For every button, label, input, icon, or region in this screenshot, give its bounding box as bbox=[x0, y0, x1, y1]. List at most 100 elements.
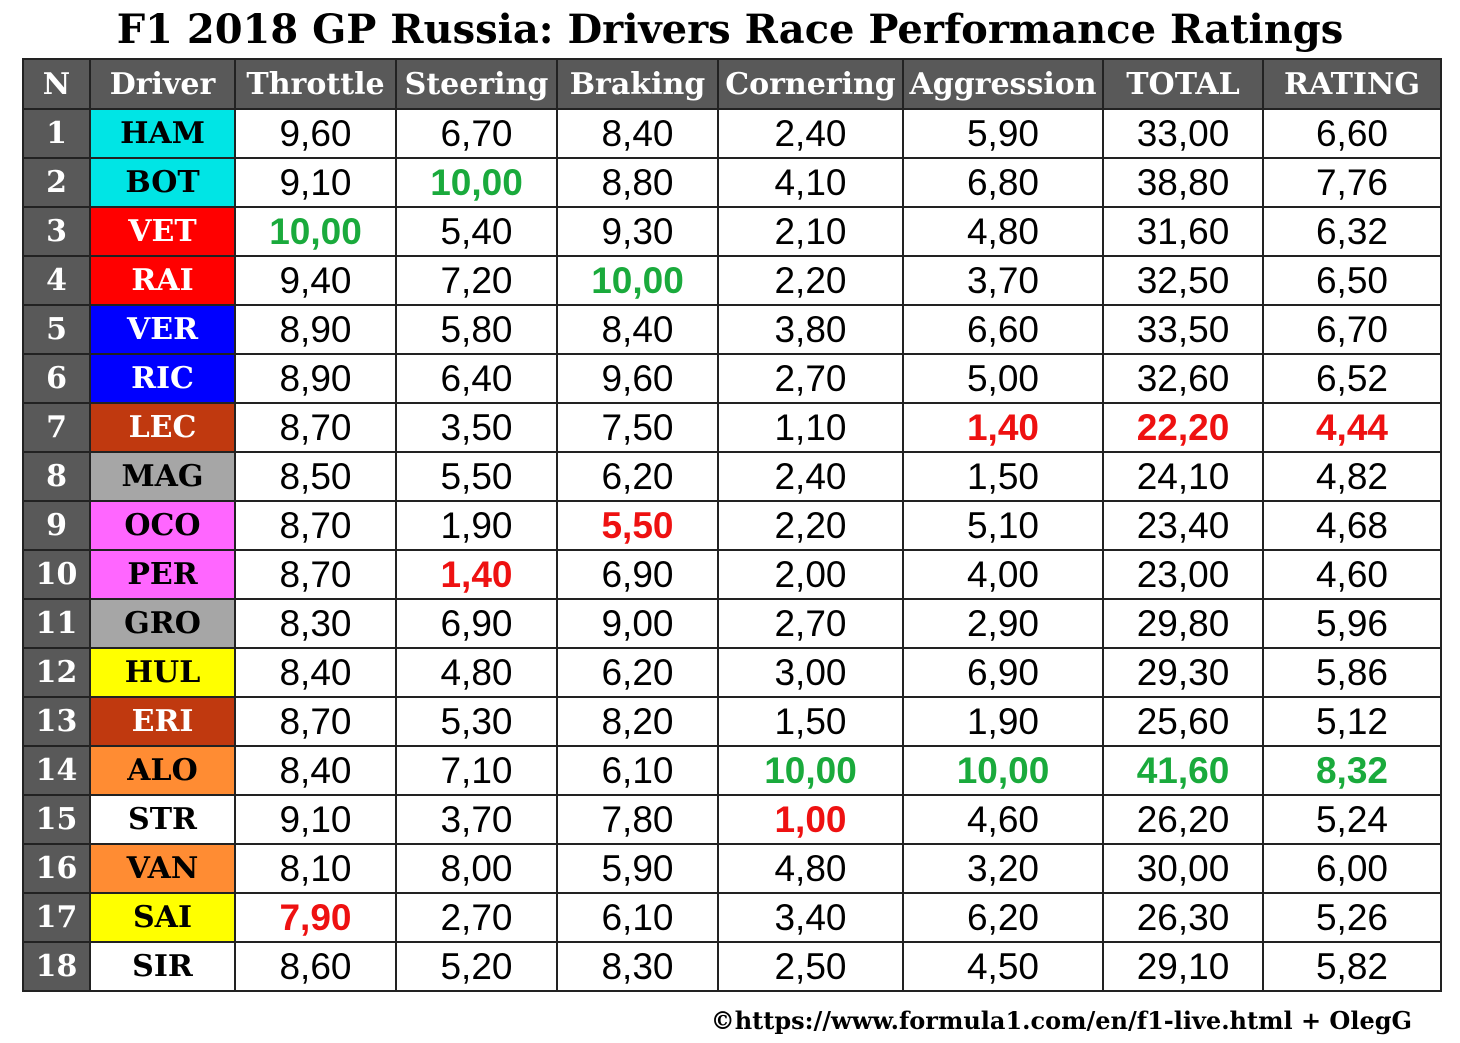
steering-cell: 5,80 bbox=[395, 304, 558, 355]
driver-cell: LEC bbox=[89, 402, 236, 453]
aggression-cell: 3,20 bbox=[902, 843, 1104, 894]
driver-cell: ALO bbox=[89, 745, 236, 796]
aggression-cell: 10,00 bbox=[902, 745, 1104, 796]
throttle-cell: 8,40 bbox=[234, 647, 397, 698]
steering-cell: 1,40 bbox=[395, 549, 558, 600]
table-row: 3 VET 10,00 5,40 9,30 2,10 4,80 31,60 6,32 bbox=[22, 206, 1442, 257]
table-row: 17 SAI 7,90 2,70 6,10 3,40 6,20 26,30 5,26 bbox=[22, 892, 1442, 943]
steering-cell: 3,70 bbox=[395, 794, 558, 845]
steering-cell: 6,70 bbox=[395, 108, 558, 159]
aggression-cell: 2,90 bbox=[902, 598, 1104, 649]
rating-cell: 6,50 bbox=[1262, 255, 1442, 306]
cornering-cell: 1,00 bbox=[717, 794, 904, 845]
driver-cell: STR bbox=[89, 794, 236, 845]
rating-cell: 6,00 bbox=[1262, 843, 1442, 894]
aggression-cell: 1,50 bbox=[902, 451, 1104, 502]
row-number: 2 bbox=[22, 157, 91, 208]
driver-cell: VET bbox=[89, 206, 236, 257]
col-header-steering: Steering bbox=[395, 58, 558, 110]
table-row: 11 GRO 8,30 6,90 9,00 2,70 2,90 29,80 5,96 bbox=[22, 598, 1442, 649]
cornering-cell: 2,20 bbox=[717, 500, 904, 551]
aggression-cell: 6,80 bbox=[902, 157, 1104, 208]
throttle-cell: 7,90 bbox=[234, 892, 397, 943]
row-number: 1 bbox=[22, 108, 91, 159]
col-header-total: TOTAL bbox=[1102, 58, 1264, 110]
rating-cell: 5,26 bbox=[1262, 892, 1442, 943]
cornering-cell: 3,80 bbox=[717, 304, 904, 355]
table-row: 16 VAN 8,10 8,00 5,90 4,80 3,20 30,00 6,00 bbox=[22, 843, 1442, 894]
driver-cell: VER bbox=[89, 304, 236, 355]
col-header-driver: Driver bbox=[89, 58, 236, 110]
braking-cell: 7,50 bbox=[556, 402, 719, 453]
aggression-cell: 4,80 bbox=[902, 206, 1104, 257]
rating-cell: 4,82 bbox=[1262, 451, 1442, 502]
steering-cell: 3,50 bbox=[395, 402, 558, 453]
throttle-cell: 8,70 bbox=[234, 402, 397, 453]
table-row: 13 ERI 8,70 5,30 8,20 1,50 1,90 25,60 5,12 bbox=[22, 696, 1442, 747]
steering-cell: 5,30 bbox=[395, 696, 558, 747]
rating-cell: 4,44 bbox=[1262, 402, 1442, 453]
rating-cell: 5,82 bbox=[1262, 941, 1442, 992]
aggression-cell: 6,60 bbox=[902, 304, 1104, 355]
row-number: 14 bbox=[22, 745, 91, 796]
rating-cell: 6,52 bbox=[1262, 353, 1442, 404]
chart-title: F1 2018 GP Russia: Drivers Race Performa… bbox=[116, 6, 1344, 53]
braking-cell: 9,00 bbox=[556, 598, 719, 649]
total-cell: 26,30 bbox=[1102, 892, 1264, 943]
aggression-cell: 1,90 bbox=[902, 696, 1104, 747]
total-cell: 33,00 bbox=[1102, 108, 1264, 159]
steering-cell: 2,70 bbox=[395, 892, 558, 943]
total-cell: 22,20 bbox=[1102, 402, 1264, 453]
braking-cell: 6,10 bbox=[556, 892, 719, 943]
table-row: 10 PER 8,70 1,40 6,90 2,00 4,00 23,00 4,60 bbox=[22, 549, 1442, 600]
header-row: N Driver Throttle Steering Braking Corne… bbox=[22, 58, 1442, 110]
braking-cell: 6,20 bbox=[556, 451, 719, 502]
table-row: 4 RAI 9,40 7,20 10,00 2,20 3,70 32,50 6,50 bbox=[22, 255, 1442, 306]
cornering-cell: 1,10 bbox=[717, 402, 904, 453]
braking-cell: 7,80 bbox=[556, 794, 719, 845]
braking-cell: 8,80 bbox=[556, 157, 719, 208]
aggression-cell: 1,40 bbox=[902, 402, 1104, 453]
row-number: 4 bbox=[22, 255, 91, 306]
cornering-cell: 3,40 bbox=[717, 892, 904, 943]
col-header-n: N bbox=[22, 58, 91, 110]
steering-cell: 5,40 bbox=[395, 206, 558, 257]
steering-cell: 7,10 bbox=[395, 745, 558, 796]
table-row: 15 STR 9,10 3,70 7,80 1,00 4,60 26,20 5,24 bbox=[22, 794, 1442, 845]
cornering-cell: 2,50 bbox=[717, 941, 904, 992]
row-number: 18 bbox=[22, 941, 91, 992]
driver-cell: VAN bbox=[89, 843, 236, 894]
braking-cell: 9,60 bbox=[556, 353, 719, 404]
aggression-cell: 5,90 bbox=[902, 108, 1104, 159]
braking-cell: 8,20 bbox=[556, 696, 719, 747]
driver-cell: BOT bbox=[89, 157, 236, 208]
row-number: 12 bbox=[22, 647, 91, 698]
braking-cell: 5,90 bbox=[556, 843, 719, 894]
steering-cell: 7,20 bbox=[395, 255, 558, 306]
driver-cell: SIR bbox=[89, 941, 236, 992]
cornering-cell: 2,40 bbox=[717, 108, 904, 159]
aggression-cell: 4,50 bbox=[902, 941, 1104, 992]
throttle-cell: 8,90 bbox=[234, 304, 397, 355]
throttle-cell: 8,60 bbox=[234, 941, 397, 992]
table-row: 9 OCO 8,70 1,90 5,50 2,20 5,10 23,40 4,68 bbox=[22, 500, 1442, 551]
row-number: 5 bbox=[22, 304, 91, 355]
total-cell: 30,00 bbox=[1102, 843, 1264, 894]
row-number: 17 bbox=[22, 892, 91, 943]
aggression-cell: 5,10 bbox=[902, 500, 1104, 551]
steering-cell: 8,00 bbox=[395, 843, 558, 894]
table-row: 12 HUL 8,40 4,80 6,20 3,00 6,90 29,30 5,86 bbox=[22, 647, 1442, 698]
col-header-cornering: Cornering bbox=[717, 58, 904, 110]
steering-cell: 1,90 bbox=[395, 500, 558, 551]
table-row: 7 LEC 8,70 3,50 7,50 1,10 1,40 22,20 4,44 bbox=[22, 402, 1442, 453]
row-number: 9 bbox=[22, 500, 91, 551]
throttle-cell: 8,10 bbox=[234, 843, 397, 894]
driver-cell: SAI bbox=[89, 892, 236, 943]
rating-cell: 7,76 bbox=[1262, 157, 1442, 208]
rating-cell: 4,68 bbox=[1262, 500, 1442, 551]
rating-cell: 8,32 bbox=[1262, 745, 1442, 796]
ratings-table: N Driver Throttle Steering Braking Corne… bbox=[22, 58, 1442, 992]
col-header-aggression: Aggression bbox=[902, 58, 1104, 110]
driver-cell: ERI bbox=[89, 696, 236, 747]
total-cell: 26,20 bbox=[1102, 794, 1264, 845]
